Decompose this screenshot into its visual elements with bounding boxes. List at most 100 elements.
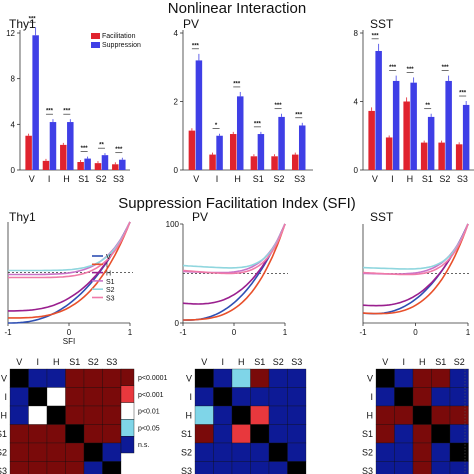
heatmap-cell	[102, 461, 122, 474]
heatmap-cell	[46, 442, 66, 462]
heatmap-row-label: V	[1, 373, 7, 383]
heatmap-col-label: H	[238, 357, 245, 367]
x-tick-label: S1	[78, 174, 89, 184]
cdf-curve	[8, 221, 131, 276]
heatmap-col-label: H	[53, 357, 60, 367]
heatmap-cell	[231, 424, 251, 444]
heatmap-cell	[9, 387, 29, 407]
heatmap-cell	[287, 368, 307, 388]
significance-marker: ***	[233, 81, 241, 87]
legend-label: S1	[106, 279, 115, 286]
legend-label: I	[106, 262, 108, 269]
cdf-curve	[362, 223, 469, 315]
y-tick-label: 0	[11, 166, 16, 175]
cdf-curve	[182, 223, 286, 274]
heatmap-cell	[102, 368, 122, 388]
colorbar-segment	[120, 436, 135, 454]
bar-suppression	[392, 80, 400, 170]
heatmap-cell	[287, 424, 307, 444]
y-tick-label: 0	[354, 166, 359, 175]
heatmap-row-label: S1	[181, 429, 192, 439]
y-tick-label: 0	[174, 166, 179, 175]
heatmap-cell	[268, 368, 288, 388]
bar-suppression	[375, 50, 382, 171]
heatmap-col-label: S3	[106, 357, 117, 367]
heatmap-cell	[268, 461, 288, 474]
heatmap-cell	[65, 387, 85, 407]
heatmap-row-label: S3	[181, 466, 192, 474]
heatmap-col-label: S1	[254, 357, 265, 367]
x-tick-label: S3	[113, 174, 124, 184]
heatmap-cell	[213, 442, 233, 462]
heatmap-cell	[268, 442, 288, 462]
heatmap-cell	[287, 461, 307, 474]
section-title-nonlinear: Nonlinear Interaction	[168, 0, 306, 17]
legend-label: S2	[106, 287, 115, 294]
x-tick-label: V	[29, 174, 35, 184]
cdf-curve	[8, 221, 131, 272]
legend-facilitation-swatch	[91, 33, 100, 39]
heatmap-cell	[83, 405, 103, 425]
heatmap-cell	[102, 424, 122, 444]
bar-facilitation	[94, 163, 102, 170]
colorbar-segment	[120, 402, 135, 420]
heatmap-cell	[65, 424, 85, 444]
significance-marker: ***	[63, 109, 71, 115]
x-tick-label: V	[372, 174, 378, 184]
heatmap-col-label: I	[402, 357, 405, 367]
significance-marker: **	[99, 143, 104, 149]
heatmap-cell	[65, 442, 85, 462]
x-tick-label: -1	[4, 328, 12, 337]
x-tick-label: 1	[466, 328, 471, 337]
heatmap-cell	[46, 368, 66, 388]
heatmap-col-label: V	[201, 357, 207, 367]
significance-marker: ***	[46, 109, 54, 115]
significance-marker: **	[425, 103, 430, 109]
bar-suppression	[195, 60, 203, 170]
heatmap-row-label: H	[367, 410, 374, 420]
significance-marker: ***	[275, 103, 283, 109]
heatmap-row-label: S2	[362, 447, 373, 457]
bar-suppression	[410, 82, 417, 170]
heatmap-cell	[194, 405, 214, 425]
heatmap-row-label: S3	[0, 466, 7, 474]
bar-suppression	[49, 122, 57, 170]
heatmap-cell	[449, 368, 469, 388]
heatmap-cell	[28, 405, 48, 425]
cdf-curve	[8, 221, 131, 319]
cdf-curve	[183, 223, 286, 321]
heatmap-cell	[449, 405, 469, 425]
heatmap-cell	[213, 461, 233, 474]
heatmap-cell	[268, 424, 288, 444]
colorbar-segment	[120, 368, 135, 386]
significance-marker: *	[215, 123, 218, 129]
bar-suppression	[462, 104, 470, 170]
heatmap-cell	[287, 442, 307, 462]
bar-suppression	[32, 35, 39, 171]
heatmap-cell	[213, 387, 233, 407]
x-tick-label: 0	[232, 328, 237, 337]
heatmap-cell	[194, 424, 214, 444]
y-tick-label: 8	[354, 29, 359, 38]
significance-marker: ***	[407, 67, 415, 73]
heatmap-cell	[268, 405, 288, 425]
colorbar-label: p<0.05	[138, 425, 160, 432]
heatmap-cell	[449, 424, 469, 444]
colorbar-label: n.s.	[138, 442, 149, 449]
heatmap-cell	[46, 387, 66, 407]
heatmap-col-label: S2	[88, 357, 99, 367]
bar-facilitation	[403, 101, 410, 170]
x-tick-label: H	[234, 174, 241, 184]
legend-label: H	[106, 271, 111, 278]
cdf-curve	[182, 223, 286, 269]
significance-marker: ***	[372, 33, 380, 39]
x-tick-label: S2	[439, 174, 450, 184]
heatmap-row-label: S2	[0, 447, 7, 457]
heatmap-cell	[231, 461, 251, 474]
colorbar-segment	[120, 419, 135, 437]
bar-suppression	[278, 116, 285, 170]
heatmap-cell	[287, 405, 307, 425]
heatmap-col-label: S3	[291, 357, 302, 367]
heatmap-cell	[194, 387, 214, 407]
heatmap-row-label: V	[186, 373, 192, 383]
